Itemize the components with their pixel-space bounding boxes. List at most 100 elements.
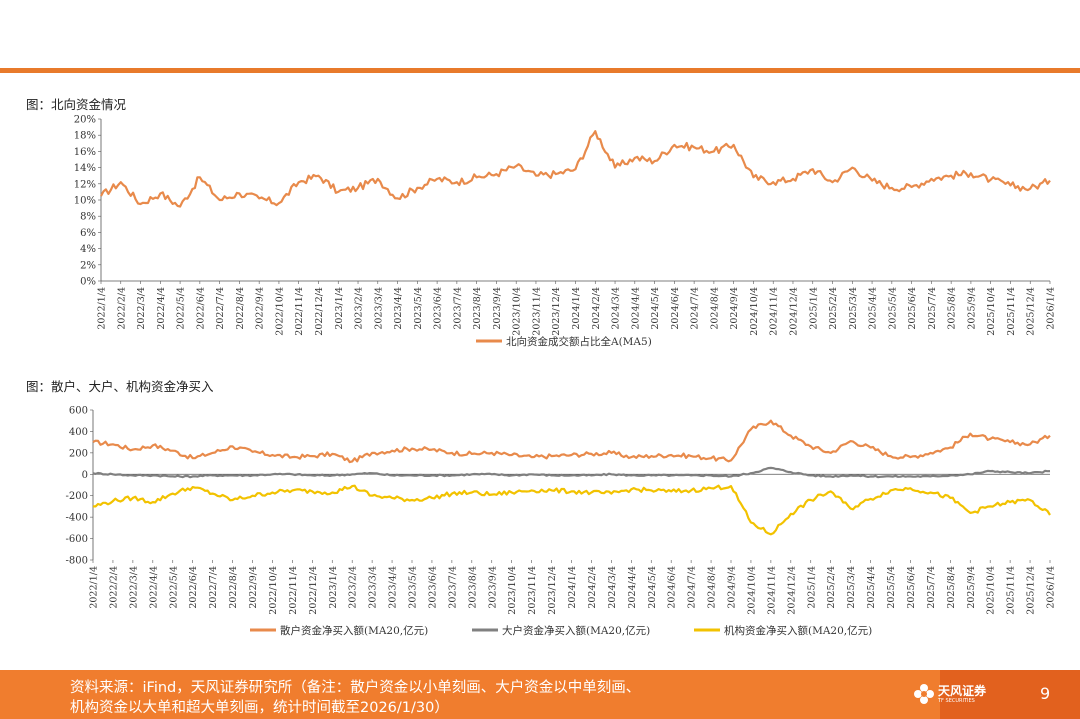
y-tick-label: 8%: [80, 212, 96, 223]
x-tick-label: 2023/8/4: [467, 566, 478, 609]
x-tick-label: 2022/7/4: [215, 287, 226, 330]
x-tick-label: 2024/8/4: [709, 287, 720, 330]
x-tick-label: 2024/9/4: [729, 287, 740, 330]
x-tick-label: 2023/9/4: [492, 287, 503, 330]
x-tick-label: 2023/6/4: [433, 287, 444, 330]
net-buy-chart: -800 -600 -400 -200 0 200 400 600 2022/1/4 2022/2…: [66, 406, 1057, 638]
x-tick-label: 2022/8/4: [228, 566, 239, 609]
x-tick-label: 2023/11/4: [531, 287, 542, 336]
top-accent-rule: [0, 68, 1080, 73]
x-tick-label: 2022/8/4: [235, 287, 246, 330]
y-tick-label: 2%: [80, 260, 96, 271]
x-tick-label: 2022/2/4: [116, 287, 127, 330]
y-tick-label: 600: [69, 406, 88, 417]
x-tick-label: 2024/2/4: [587, 566, 598, 609]
x-tick-label: 2025/8/4: [947, 287, 958, 330]
figure2-title: 图：散户、大户、机构资金净买入: [26, 379, 214, 394]
legend-item-2: 大户资金净买入额(MA20,亿元): [472, 624, 650, 637]
y-tick-label: 14%: [74, 163, 96, 174]
x-tick-label: 2023/1/4: [328, 566, 339, 609]
x-tick-label: 2024/10/4: [749, 287, 760, 336]
x-tick-label: 2024/4/4: [630, 287, 641, 330]
source-note-line-2: 机构资金以大单和超大单刻画，统计时间截至2026/1/30）: [70, 700, 449, 716]
x-tick-label: 2022/11/4: [288, 566, 299, 615]
x-tick-label: 2025/9/4: [966, 287, 977, 330]
x-tick-label: 2025/12/4: [1026, 287, 1037, 336]
source-note-line-1: 资料来源：iFind，天风证券研究所（备注：散户资金以小单刻画、大户资金以中单刻…: [70, 680, 641, 696]
y-tick-label: 200: [69, 448, 88, 459]
x-tick-label: 2023/12/4: [547, 566, 558, 615]
x-tick-label: 2024/9/4: [727, 566, 738, 609]
x-tick-label: 2025/6/4: [906, 566, 917, 609]
y-tick-label: 400: [69, 427, 88, 438]
x-tick-label: 2025/2/4: [828, 287, 839, 330]
y-tick-label: 0%: [80, 277, 96, 288]
x-tick-label: 2022/2/4: [108, 566, 119, 609]
x-tick-label: 2023/2/4: [354, 287, 365, 330]
x-tick-label: 2024/11/4: [769, 287, 780, 336]
x-tick-label: 2024/12/4: [786, 566, 797, 615]
x-tick-label: 2023/7/4: [447, 566, 458, 609]
x-tick-label: 2023/7/4: [452, 287, 463, 330]
legend-item-1: 散户资金净买入额(MA20,亿元): [250, 624, 428, 637]
x-tick-label: 2024/7/4: [687, 566, 698, 609]
y-tick-label: -600: [66, 534, 88, 545]
x-tick-label: 2024/7/4: [690, 287, 701, 330]
flower-logo-icon: [914, 684, 934, 704]
x-tick-label: 2022/7/4: [208, 566, 219, 609]
x-tick-label: 2025/9/4: [966, 566, 977, 609]
legend-label: 北向资金成交额占比全A(MA5): [506, 335, 652, 348]
x-tick-label: 2024/8/4: [707, 566, 718, 609]
x-tick-label: 2025/5/4: [887, 287, 898, 330]
x-tick-label: 2022/9/4: [248, 566, 259, 609]
x-tick-label: 2022/11/4: [294, 287, 305, 336]
y-tick-label: 16%: [74, 147, 96, 158]
x-tick-label: 2023/4/4: [388, 566, 399, 609]
x-tick-label: 2024/5/4: [650, 287, 661, 330]
x-tick-label: 2022/4/4: [148, 566, 159, 609]
x-tick-label: 2025/4/4: [866, 566, 877, 609]
x-tick-label: 2025/7/4: [927, 287, 938, 330]
footer-decoration: [940, 670, 1080, 719]
x-tick-label: 2025/5/4: [886, 566, 897, 609]
brand-logo: 天风证券 TF SECURITIES: [912, 680, 992, 710]
x-tick-label: 2025/11/4: [1006, 566, 1017, 615]
y-tick-label: 20%: [74, 115, 96, 126]
x-tick-label: 2022/10/4: [268, 566, 279, 615]
x-tick-label: 2022/5/4: [168, 566, 179, 609]
y-tick-label: -800: [66, 556, 88, 567]
x-tick-label: 2022/6/4: [195, 287, 206, 330]
page-number: 9: [1040, 684, 1051, 703]
x-tick-label: 2024/1/4: [567, 566, 578, 609]
x-tick-label: 2023/3/4: [368, 566, 379, 609]
x-tick-label: 2022/6/4: [188, 566, 199, 609]
x-tick-label: 2024/5/4: [647, 566, 658, 609]
x-tick-label: 2024/3/4: [607, 566, 618, 609]
x-tick-label: 2023/2/4: [348, 566, 359, 609]
x-tick-label: 2022/3/4: [128, 566, 139, 609]
x-tick-label: 2023/1/4: [334, 287, 345, 330]
y-tick-label: 18%: [74, 131, 96, 142]
x-tick-label: 2022/1/4: [97, 287, 108, 330]
y-tick-label: 0: [82, 470, 88, 481]
source-note: 资料来源：iFind，天风证券研究所（备注：散户资金以小单刻画、大户资金以中单刻…: [70, 678, 640, 718]
x-tick-label: 2023/9/4: [487, 566, 498, 609]
x-tick-label: 2023/10/4: [512, 287, 523, 336]
x-tick-label: 2023/6/4: [427, 566, 438, 609]
logo-subtext: TF SECURITIES: [938, 698, 975, 704]
legend-label: 散户资金净买入额(MA20,亿元): [280, 624, 428, 637]
footer-bar: 资料来源：iFind，天风证券研究所（备注：散户资金以小单刻画、大户资金以中单刻…: [0, 670, 1080, 719]
x-tick-label: 2025/1/4: [808, 287, 819, 330]
x-tick-label: 2025/1/4: [806, 566, 817, 609]
x-tick-label: 2024/10/4: [746, 566, 757, 615]
x-tick-label: 2023/4/4: [393, 287, 404, 330]
legend-label: 机构资金净买入额(MA20,亿元): [724, 624, 872, 637]
x-tick-label: 2025/3/4: [846, 566, 857, 609]
x-tick-label: 2026/1/4: [1046, 287, 1057, 330]
x-tick-label: 2022/12/4: [314, 287, 325, 336]
x-tick-label: 2025/4/4: [868, 287, 879, 330]
x-tick-label: 2024/1/4: [571, 287, 582, 330]
x-tick-label: 2022/9/4: [255, 287, 266, 330]
x-tick-label: 2022/1/4: [89, 566, 100, 609]
x-tick-label: 2023/11/4: [527, 566, 538, 615]
